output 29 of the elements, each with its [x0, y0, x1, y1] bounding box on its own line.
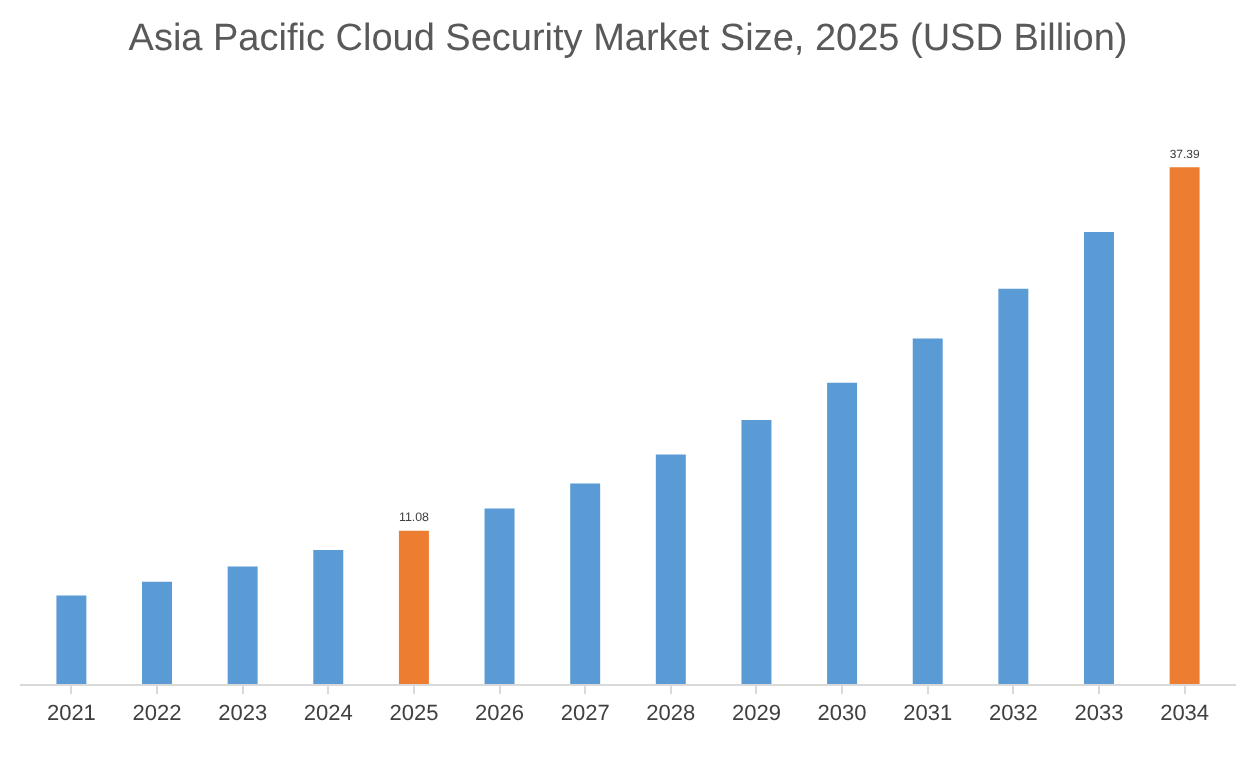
x-tick-label: 2022	[132, 702, 182, 727]
x-tick-label: 2032	[988, 702, 1038, 727]
x-tick-label: 2028	[646, 702, 696, 727]
bar	[142, 581, 172, 684]
x-tick-label: 2033	[1074, 702, 1124, 727]
bar	[570, 483, 601, 684]
x-tick-label: 2023	[218, 702, 268, 727]
x-tick-label: 2029	[731, 702, 781, 727]
x-tick-label: 2026	[475, 702, 525, 727]
bar	[1084, 232, 1114, 684]
x-tick-label: 2034	[1160, 702, 1210, 727]
chart-title: Asia Pacific Cloud Security Market Size, 2025 (USD Billion)	[128, 17, 1128, 60]
bar	[1169, 167, 1200, 684]
bar	[313, 549, 344, 684]
x-tick-label: 2027	[560, 702, 610, 727]
bar	[741, 420, 772, 684]
x-tick-label: 2030	[817, 702, 867, 727]
bar	[998, 288, 1029, 684]
bar	[484, 508, 515, 684]
x-tick-label: 2031	[903, 702, 953, 727]
x-tick-label: 2021	[46, 702, 96, 727]
bar	[912, 338, 943, 684]
x-tick-label: 2024	[303, 702, 353, 727]
bar	[827, 382, 858, 684]
bar	[655, 454, 686, 684]
bar	[398, 530, 429, 684]
x-tick-label: 2025	[389, 702, 439, 727]
bar	[56, 595, 87, 684]
bar	[227, 566, 258, 684]
